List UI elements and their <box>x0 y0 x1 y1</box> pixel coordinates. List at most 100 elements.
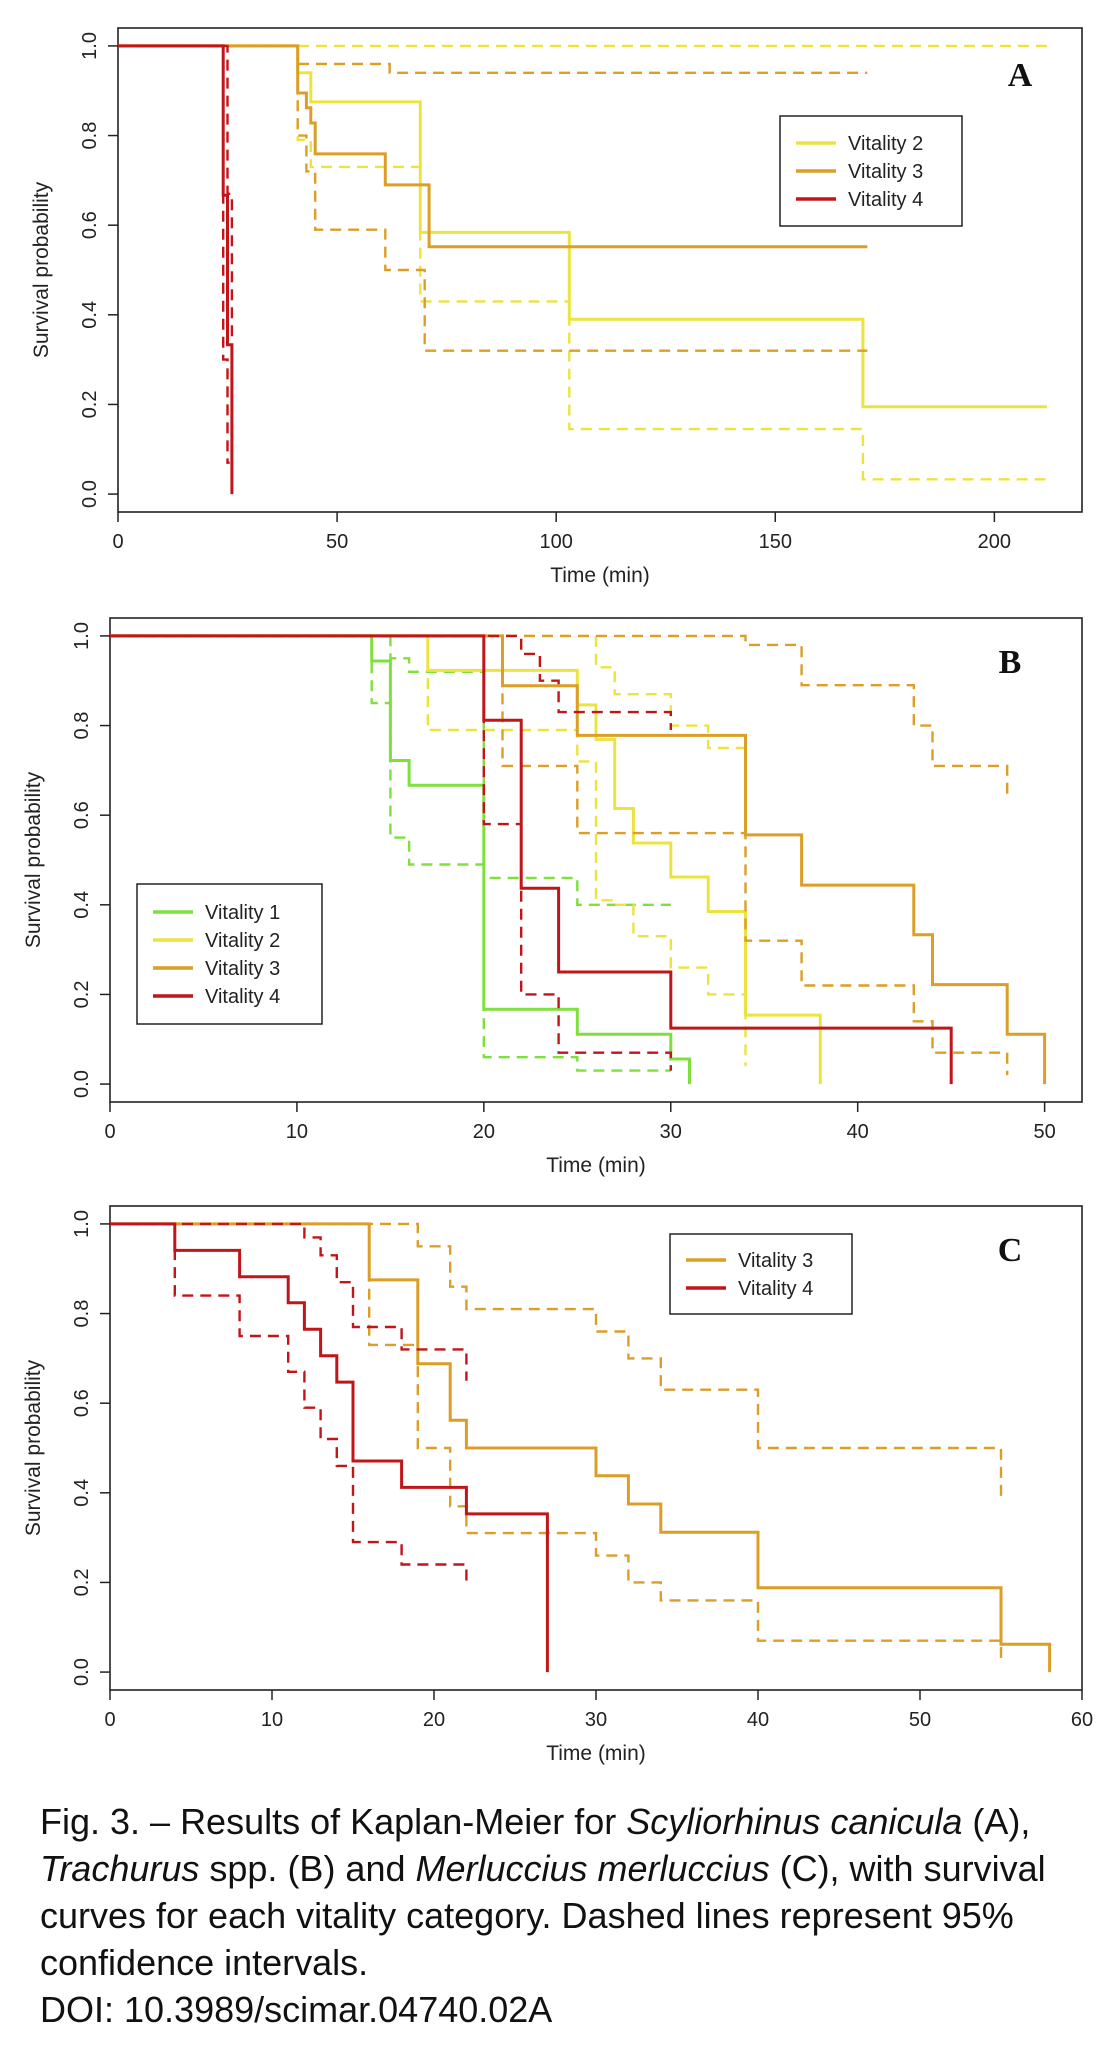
y-axis-label: Survival probability <box>30 181 53 358</box>
x-tick-label: 10 <box>261 1709 283 1731</box>
x-tick-label: 40 <box>747 1709 769 1731</box>
series-vitality-3 <box>118 44 868 352</box>
plot-frame <box>117 27 1083 513</box>
x-axis-label: Time (min) <box>550 564 650 587</box>
series-vitality-3 <box>110 1222 1052 1673</box>
x-tick-label: 50 <box>909 1709 931 1731</box>
y-tick-label: 0.0 <box>71 1070 93 1098</box>
y-tick-label: 0.6 <box>79 211 101 239</box>
ci-lower-line <box>110 634 747 1067</box>
caption-prefix: Fig. 3. – Results of Kaplan-Meier for <box>40 1801 627 1842</box>
panel-a: 0 50 100 150 200 0.0 0.2 0.4 0.6 0.8 1.0 Time (min)… <box>30 27 1083 587</box>
legend-entry: Vitality 1 <box>205 902 280 924</box>
plot-frame <box>109 617 1083 1103</box>
x-tick-label: 200 <box>978 531 1011 553</box>
survival-line <box>110 634 1047 1085</box>
ci-upper-line <box>110 1222 468 1381</box>
caption-part-b: spp. (B) and <box>199 1848 416 1889</box>
ci-lower-line <box>110 1222 468 1583</box>
panel-letter: A <box>1008 57 1033 94</box>
legend-entry: Vitality 2 <box>848 133 923 155</box>
caption-species-c: Merluccius merluccius <box>415 1848 770 1889</box>
legend-box <box>669 1233 853 1315</box>
legend-entry: Vitality 2 <box>205 930 280 952</box>
x-tick-label: 50 <box>326 531 348 553</box>
caption-species-b: Trachurus <box>40 1848 200 1889</box>
series-vitality-2 <box>110 634 822 1085</box>
x-tick-label: 0 <box>112 531 123 553</box>
y-tick-label: 0.8 <box>71 1300 93 1328</box>
series-vitality-4 <box>118 44 234 495</box>
y-tick-label: 0.4 <box>71 891 93 919</box>
caption-part-c: (C), with survival curves for each vital… <box>40 1848 1046 1983</box>
ci-upper-line <box>110 1222 1003 1502</box>
caption-species-a: Scyliorhinus canicula <box>626 1801 963 1842</box>
x-axis-label: Time (min) <box>546 1742 646 1765</box>
legend-box <box>779 115 963 227</box>
y-tick-label: 0.8 <box>71 712 93 740</box>
series-vitality-4 <box>110 634 953 1085</box>
ci-lower-line <box>118 44 868 352</box>
x-tick-label: 40 <box>847 1121 869 1143</box>
x-tick-label: 150 <box>759 531 792 553</box>
legend-entry: Vitality 3 <box>738 1250 813 1272</box>
x-tick-label: 50 <box>1033 1121 1055 1143</box>
survival-line <box>110 1222 1052 1673</box>
y-axis-label: Survival probability <box>22 771 45 948</box>
x-tick-label: 30 <box>660 1121 682 1143</box>
y-tick-label: 0.2 <box>79 391 101 419</box>
ci-lower-line <box>118 44 1047 481</box>
caption-doi: DOI: 10.3989/scimar.04740.02A <box>40 1989 553 2030</box>
panel-letter: C <box>998 1232 1023 1269</box>
x-tick-label: 60 <box>1071 1709 1093 1731</box>
y-tick-label: 1.0 <box>71 622 93 650</box>
y-axis-label: Survival probability <box>22 1359 45 1536</box>
y-tick-label: 0.0 <box>79 480 101 508</box>
ci-upper-line <box>110 634 672 730</box>
y-tick-label: 1.0 <box>71 1210 93 1238</box>
survival-line <box>118 44 868 249</box>
legend: Vitality 3 Vitality 4 <box>669 1233 853 1315</box>
series-vitality-2 <box>118 44 1047 481</box>
x-tick-label: 0 <box>104 1709 115 1731</box>
y-tick-label: 0.2 <box>71 1569 93 1597</box>
x-tick-label: 10 <box>286 1121 308 1143</box>
x-tick-label: 30 <box>585 1709 607 1731</box>
ci-lower-line <box>110 634 671 1072</box>
y-tick-label: 0.6 <box>71 1389 93 1417</box>
legend-entry: Vitality 4 <box>848 189 923 211</box>
legend-entry: Vitality 4 <box>738 1278 813 1300</box>
x-tick-label: 20 <box>473 1121 495 1143</box>
x-axis-label: Time (min) <box>546 1154 646 1177</box>
legend-entry: Vitality 4 <box>205 986 280 1008</box>
ci-lower-line <box>118 44 230 464</box>
ci-upper-line <box>110 634 1009 798</box>
survival-line <box>110 634 822 1085</box>
legend: Vitality 1 Vitality 2 Vitality 3 Vitality 4 <box>136 883 323 1025</box>
y-tick-label: 0.2 <box>71 981 93 1009</box>
legend-box <box>136 883 323 1025</box>
panel-c: 0 10 20 30 40 50 60 0.0 0.2 0.4 0.6 0.8 1.0 Time (min… <box>22 1205 1093 1765</box>
legend-entry: Vitality 3 <box>848 161 923 183</box>
legend-entry: Vitality 3 <box>205 958 280 980</box>
series-vitality-3 <box>110 634 1047 1085</box>
y-tick-label: 0.4 <box>71 1479 93 1507</box>
ci-lower-line <box>110 1222 1003 1664</box>
legend: Vitality 2 Vitality 3 Vitality 4 <box>779 115 963 227</box>
y-tick-label: 0.4 <box>79 301 101 329</box>
ci-upper-line <box>118 44 868 74</box>
panel-letter: B <box>999 644 1022 681</box>
y-tick-label: 0.8 <box>79 122 101 150</box>
x-tick-label: 0 <box>104 1121 115 1143</box>
survival-line <box>118 44 234 495</box>
ci-upper-line <box>110 634 747 829</box>
series-vitality-4 <box>110 1222 549 1673</box>
survival-line <box>110 1222 549 1673</box>
ci-lower-line <box>110 634 1009 1076</box>
y-tick-label: 1.0 <box>79 32 101 60</box>
y-tick-label: 0.0 <box>71 1658 93 1686</box>
figure-caption: Fig. 3. – Results of Kaplan-Meier for Sc… <box>40 1798 1070 2033</box>
x-tick-label: 20 <box>423 1709 445 1731</box>
survival-line <box>110 634 953 1085</box>
